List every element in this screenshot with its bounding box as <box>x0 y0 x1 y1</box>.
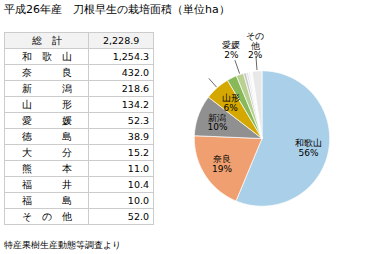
html-text:平成26年産 刀根早生の栽培面積（単位ha）: 平成26年産 刀根早生の栽培面積（単位ha） <box>4 3 230 16</box>
html-text:432.0: 432.0 <box>121 66 149 78</box>
html-text:2,228.9: 2,228.9 <box>103 34 140 46</box>
html-text:山 形: 山 形 <box>21 98 72 110</box>
html-text:52.3: 52.3 <box>127 114 149 126</box>
svg-text:奈良19%: 奈良19% <box>212 154 232 174</box>
html-text:和 歌 山: 和 歌 山 <box>21 50 72 62</box>
html-text:総 計: 総 計 <box>31 34 62 46</box>
html-text:福 井: 福 井 <box>21 178 72 190</box>
html-text:大 分: 大 分 <box>21 146 72 158</box>
html-text:52.0: 52.0 <box>127 210 149 222</box>
html-text:15.2: 15.2 <box>127 146 149 158</box>
svg-text:山形6%: 山形6% <box>222 93 240 113</box>
svg-text:新潟10%: 新潟10% <box>207 113 227 133</box>
html-text:特産果樹生産動態等調査より: 特産果樹生産動態等調査より <box>4 240 121 250</box>
html-text:新 潟: 新 潟 <box>21 82 72 94</box>
svg-text:その他2%: その他2% <box>246 31 264 61</box>
html-text:福 島: 福 島 <box>21 194 72 206</box>
svg-text:和歌山56%: 和歌山56% <box>295 138 322 158</box>
html-text:11.0: 11.0 <box>127 162 149 174</box>
html-text:徳 島: 徳 島 <box>21 130 72 142</box>
html-text:10.4: 10.4 <box>127 178 149 190</box>
svg-text:愛媛2%: 愛媛2% <box>222 40 240 60</box>
html-text:奈 良: 奈 良 <box>21 66 72 78</box>
html-text:熊 本: 熊 本 <box>21 162 72 174</box>
html-text:10.0: 10.0 <box>127 194 149 206</box>
html-text:愛 媛: 愛 媛 <box>21 114 72 126</box>
html-text:38.9: 38.9 <box>127 130 149 142</box>
html-text:134.2: 134.2 <box>121 98 149 110</box>
html-text:1,254.3: 1,254.3 <box>112 50 149 62</box>
html-text:そ の 他: そ の 他 <box>21 210 72 222</box>
html-text:218.6: 218.6 <box>121 82 149 94</box>
